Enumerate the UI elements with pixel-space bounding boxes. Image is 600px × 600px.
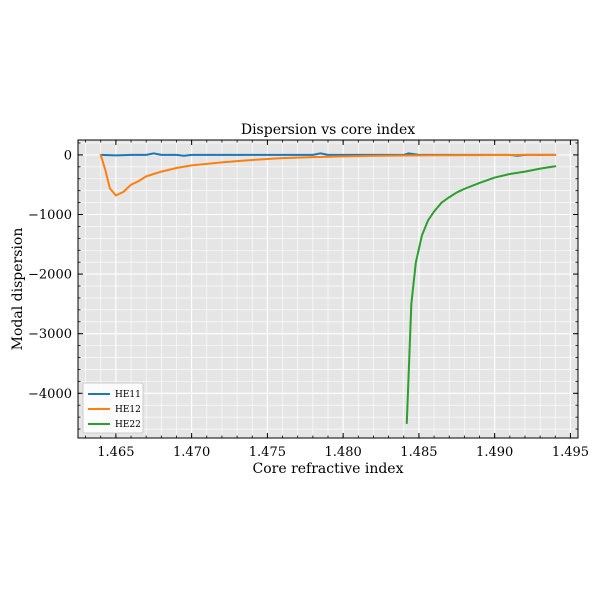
legend-label-he11: HE11 [115,390,141,400]
legend-label-he22: HE22 [115,420,141,430]
axis-ticks: 1.465 1.470 1.475 1.480 1.485 1.490 1.495 0 −100… [28,140,589,460]
y-tick-label: −2000 [28,268,72,283]
chart-title: Dispersion vs core index [241,122,415,138]
x-tick-label: 1.490 [476,445,513,460]
legend: HE11 HE12 HE22 [82,382,144,434]
y-tick-label: −3000 [28,327,72,342]
y-tick-label: 0 [64,148,72,163]
x-tick-label: 1.480 [325,445,362,460]
series-layer [99,152,557,425]
x-axis-label: Core refractive index [253,461,404,477]
x-tick-label: 1.495 [552,445,589,460]
x-tick-label: 1.470 [173,445,210,460]
series-line-he12 [99,153,557,197]
series-line-he22 [405,165,557,425]
legend-box [82,382,144,434]
x-tick-label: 1.465 [97,445,134,460]
x-tick-label: 1.485 [400,445,437,460]
y-axis-label: Modal dispersion [10,228,26,351]
y-tick-label: −1000 [28,208,72,223]
y-tick-label: −4000 [28,387,72,402]
legend-label-he12: HE12 [115,405,141,415]
x-tick-label: 1.475 [249,445,286,460]
